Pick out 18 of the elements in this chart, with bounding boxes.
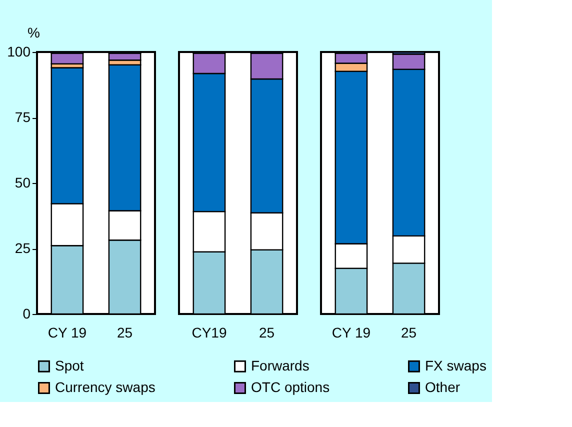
x-tick-label: CY19	[192, 324, 227, 340]
y-axis-title: %	[28, 24, 40, 40]
legend-label: Other	[425, 379, 460, 395]
x-tick-label: 25	[258, 324, 275, 340]
y-tick-label: 75	[14, 109, 31, 125]
x-tick-label: 25	[116, 324, 133, 340]
x-tick-label: CY 19	[48, 324, 87, 340]
y-tick-label: 100	[7, 44, 31, 60]
y-tick-label: 25	[14, 240, 31, 256]
legend-label: OTC options	[251, 379, 330, 395]
x-tick-label: 25	[400, 324, 417, 340]
legend-label: Currency swaps	[55, 379, 156, 395]
legend-label: Spot	[55, 357, 84, 374]
y-tick-label: 0	[22, 306, 31, 322]
legend-label: FX swaps	[425, 357, 486, 374]
x-tick-label: CY 19	[332, 324, 371, 340]
legend-label: Forwards	[251, 357, 310, 374]
y-tick-label: 50	[14, 174, 31, 190]
